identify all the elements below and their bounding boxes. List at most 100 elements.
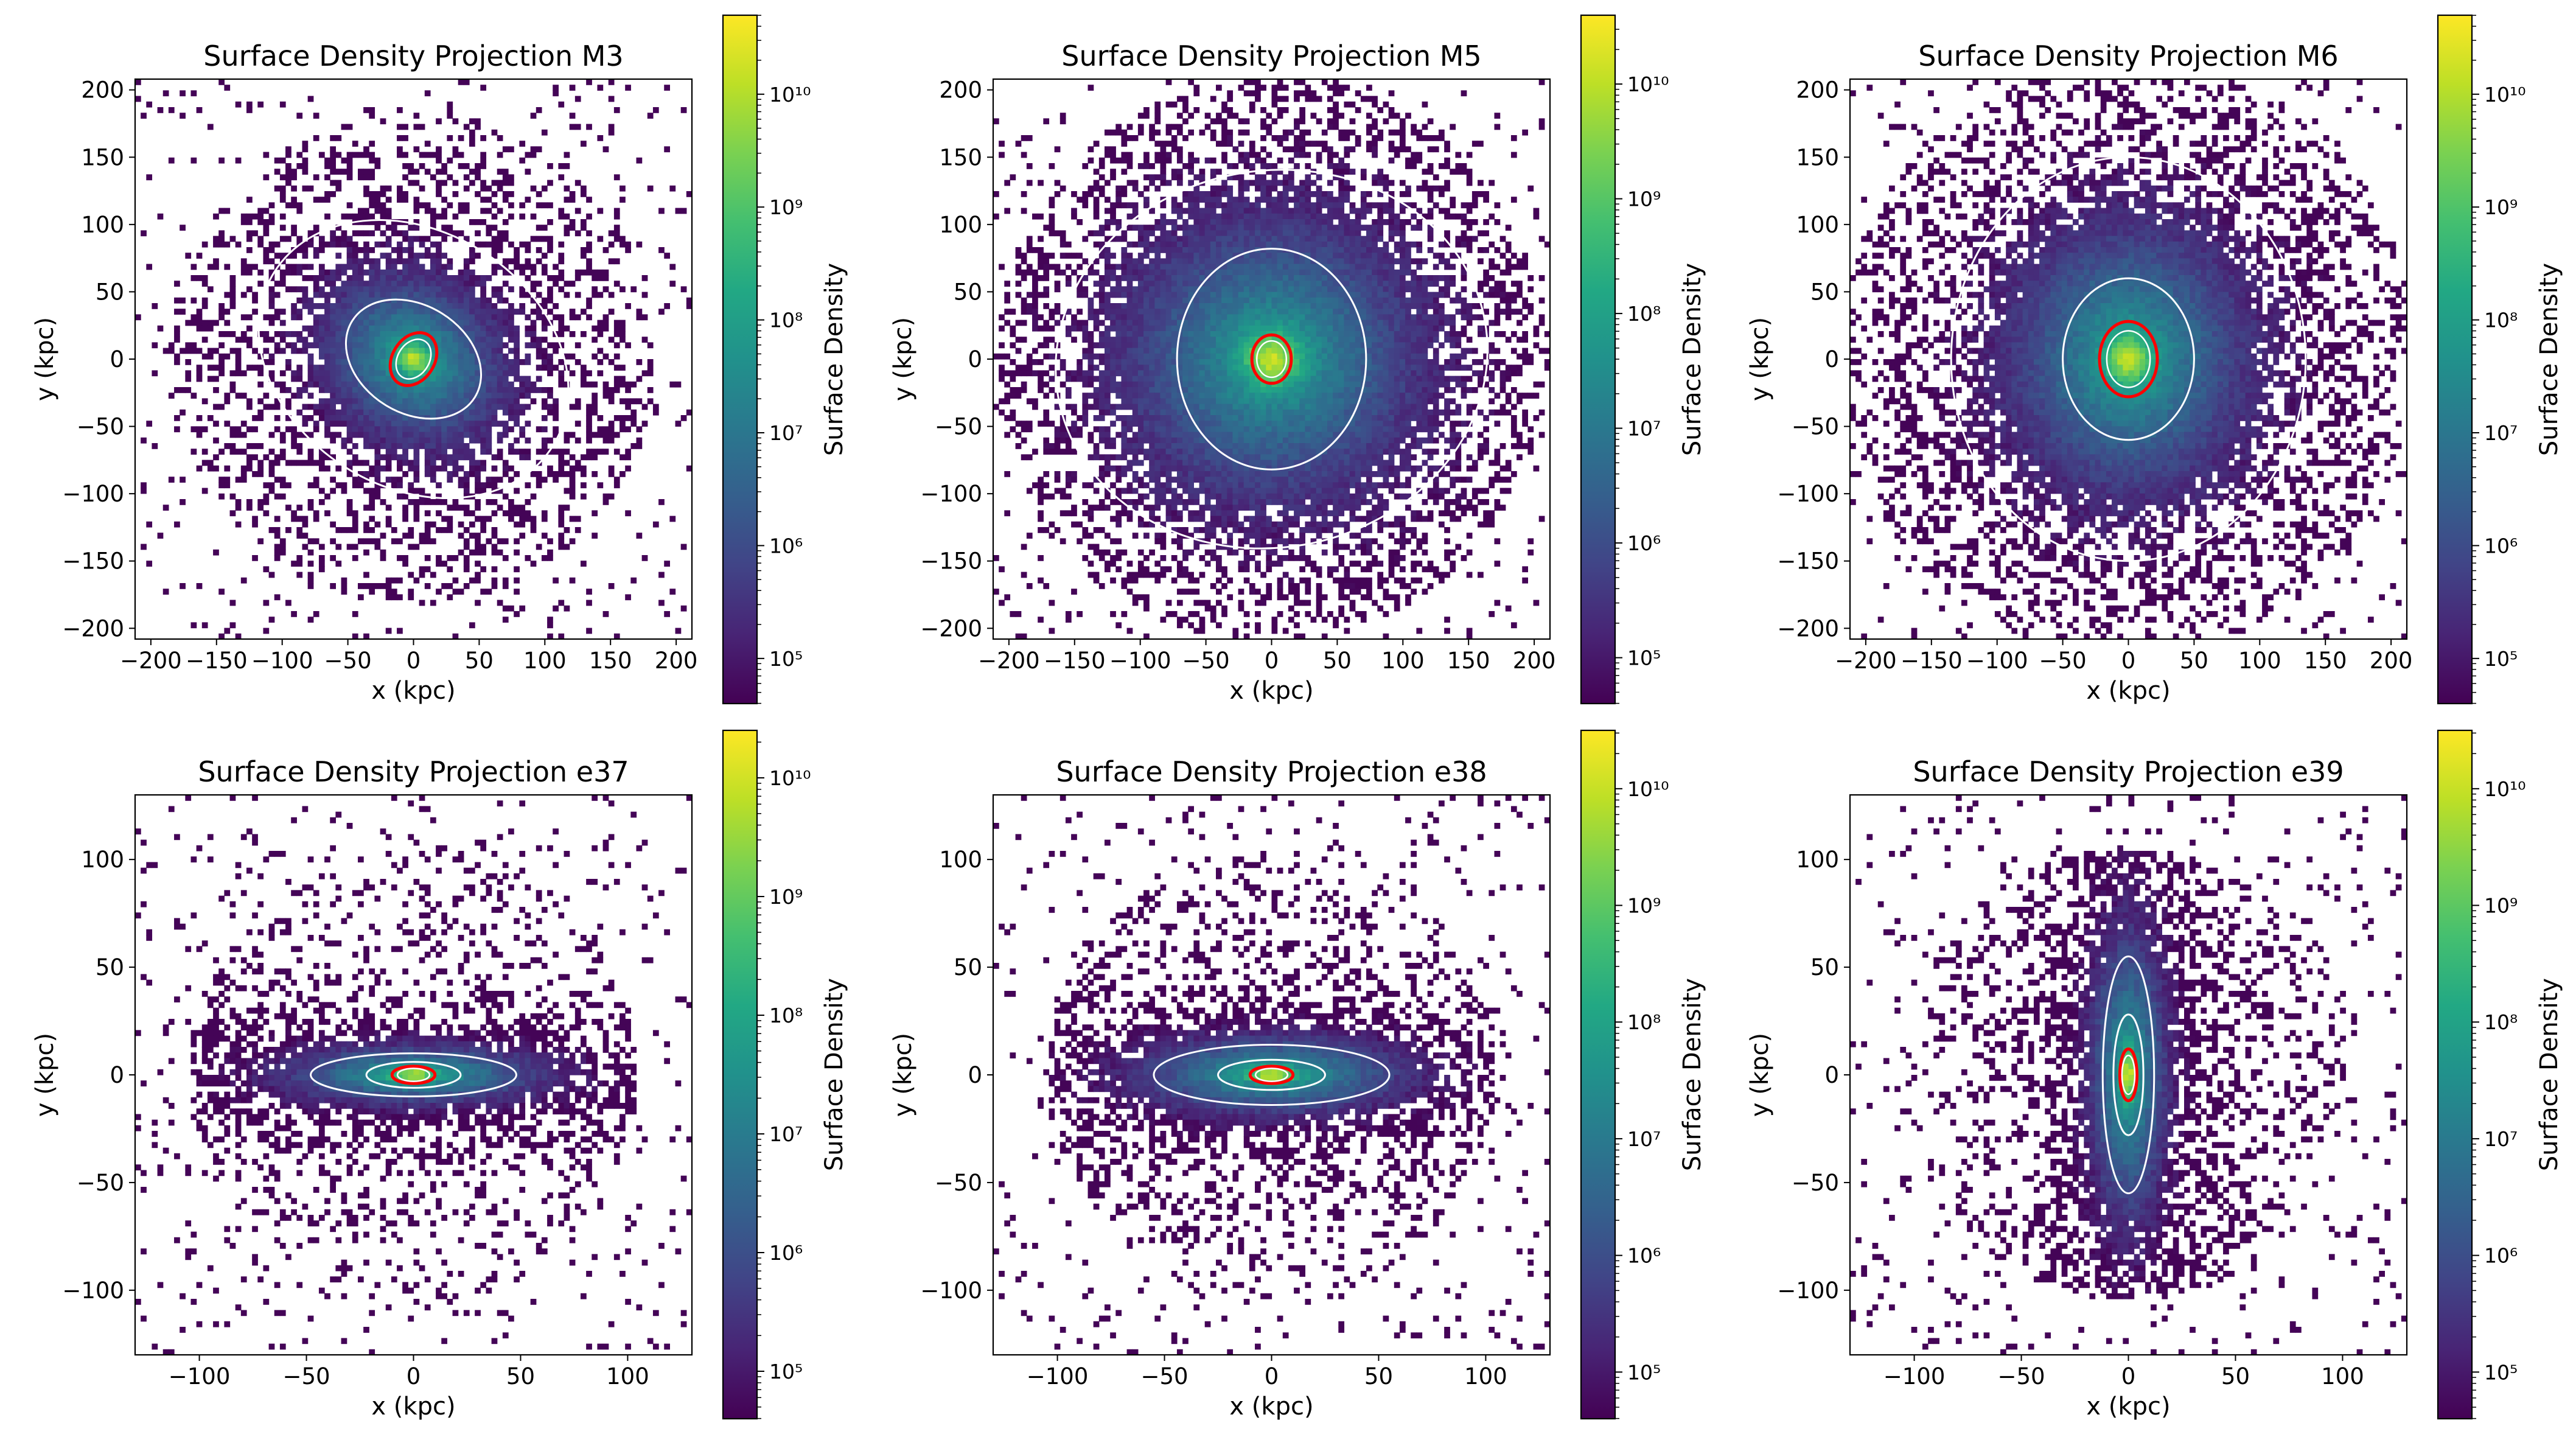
- heatmap-cell: [530, 398, 537, 405]
- heatmap-cell: [252, 555, 258, 561]
- heatmap-cell: [1355, 286, 1361, 293]
- heatmap-cell: [1321, 297, 1328, 304]
- heatmap-cell: [1277, 113, 1283, 119]
- heatmap-cell: [229, 510, 236, 517]
- heatmap-cell: [1338, 185, 1345, 192]
- heatmap-cell: [335, 325, 342, 332]
- heatmap-cell: [597, 292, 604, 298]
- heatmap-cell: [514, 342, 520, 349]
- heatmap-cell: [502, 197, 509, 203]
- heatmap-cell: [1466, 309, 1473, 315]
- heatmap-cell: [1505, 297, 1512, 304]
- heatmap-cell: [1271, 275, 1278, 281]
- heatmap-cell: [307, 353, 314, 360]
- heatmap-cell: [408, 589, 414, 595]
- heatmap-cell: [541, 426, 548, 433]
- heatmap-cell: [168, 107, 175, 113]
- heatmap-cell: [1093, 241, 1100, 248]
- heatmap-cell: [385, 387, 392, 393]
- heatmap-cell: [268, 269, 275, 276]
- heatmap-cell: [613, 331, 620, 337]
- heatmap-cell: [1310, 141, 1317, 147]
- heatmap-cell: [1288, 219, 1294, 225]
- heatmap-cell: [508, 510, 514, 517]
- heatmap-cell: [424, 387, 431, 393]
- heatmap-cell: [274, 544, 281, 550]
- heatmap-cell: [475, 437, 481, 444]
- heatmap-cell: [385, 432, 392, 438]
- heatmap-cell: [1160, 286, 1167, 293]
- heatmap-cell: [1149, 225, 1155, 231]
- heatmap-cell: [569, 471, 576, 477]
- heatmap-cell: [385, 460, 392, 466]
- heatmap-cell: [296, 208, 303, 214]
- heatmap-cell: [514, 510, 520, 517]
- heatmap-cell: [146, 264, 153, 270]
- heatmap-cell: [307, 617, 314, 623]
- heatmap-cell: [307, 432, 314, 438]
- heatmap-cell: [1193, 309, 1200, 315]
- heatmap-cell: [436, 146, 442, 153]
- heatmap-cell: [1405, 157, 1411, 164]
- heatmap-cell: [519, 213, 526, 220]
- heatmap-cell: [374, 264, 381, 270]
- heatmap-cell: [458, 269, 464, 276]
- heatmap-cell: [514, 404, 520, 410]
- heatmap-cell: [413, 449, 420, 455]
- heatmap-cell: [363, 314, 369, 321]
- heatmap-cell: [475, 348, 481, 354]
- heatmap-cell: [1321, 303, 1328, 309]
- heatmap-cell: [291, 309, 297, 315]
- heatmap-cell: [630, 381, 637, 388]
- heatmap-cell: [452, 404, 459, 410]
- heatmap-cell: [1098, 174, 1105, 181]
- heatmap-cell: [1193, 297, 1200, 304]
- heatmap-cell: [369, 197, 375, 203]
- heatmap-cell: [475, 124, 481, 130]
- heatmap-cell: [307, 454, 314, 461]
- heatmap-cell: [1299, 275, 1305, 281]
- heatmap-cell: [574, 208, 581, 214]
- heatmap-cell: [1299, 113, 1305, 119]
- heatmap-cell: [558, 521, 565, 528]
- heatmap-cell: [1154, 314, 1161, 321]
- heatmap-cell: [1349, 230, 1356, 237]
- heatmap-cell: [330, 353, 336, 360]
- heatmap-cell: [307, 236, 314, 242]
- heatmap-cell: [1405, 258, 1411, 265]
- heatmap-cell: [335, 465, 342, 472]
- heatmap-cell: [380, 331, 386, 337]
- heatmap-cell: [413, 292, 420, 298]
- heatmap-cell: [1344, 303, 1350, 309]
- heatmap-cell: [519, 157, 526, 164]
- heatmap-cell: [397, 628, 403, 634]
- heatmap-cell: [374, 449, 381, 455]
- heatmap-cell: [1204, 230, 1211, 237]
- heatmap-cell: [1271, 230, 1278, 237]
- heatmap-cell: [1399, 202, 1406, 209]
- heatmap-cell: [1182, 135, 1189, 141]
- heatmap-cell: [196, 415, 203, 421]
- heatmap-cell: [1149, 258, 1155, 265]
- heatmap-cell: [1093, 230, 1100, 237]
- heatmap-cell: [491, 337, 498, 343]
- heatmap-cell: [1210, 264, 1216, 270]
- heatmap-cell: [1271, 85, 1278, 91]
- heatmap-cell: [1294, 146, 1300, 153]
- heatmap-cell: [452, 471, 459, 477]
- colorbar-tick-label: 10⁷: [769, 421, 803, 445]
- heatmap-cell: [547, 236, 553, 242]
- heatmap-cell: [463, 297, 470, 304]
- heatmap-cell: [352, 337, 358, 343]
- heatmap-cell: [380, 376, 386, 382]
- heatmap-cell: [1154, 157, 1161, 164]
- heatmap-cell: [1193, 236, 1200, 242]
- heatmap-cell: [201, 353, 208, 360]
- heatmap-cell: [1227, 230, 1234, 237]
- heatmap-cell: [469, 437, 475, 444]
- heatmap-cell: [263, 493, 270, 500]
- heatmap-cell: [1310, 225, 1317, 231]
- heatmap-cell: [1137, 275, 1144, 281]
- heatmap-cell: [1171, 264, 1178, 270]
- heatmap-cell: [324, 426, 330, 433]
